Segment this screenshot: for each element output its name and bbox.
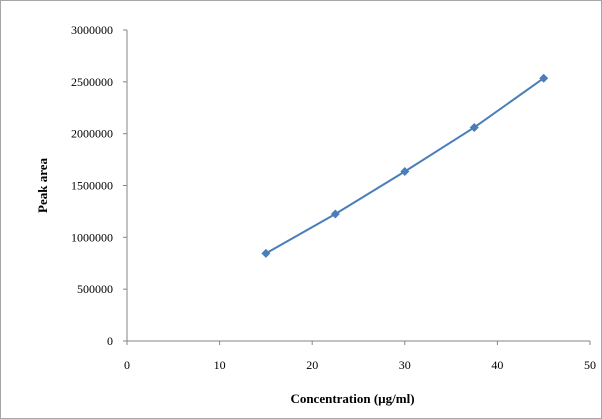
x-axis-title: Concentration (µg/ml) (290, 391, 414, 406)
data-point (261, 248, 271, 258)
y-tick-label: 3000000 (71, 23, 113, 37)
x-tick-label: 10 (214, 358, 226, 372)
x-tick-label: 0 (124, 358, 130, 372)
x-axis-ticks: 0 10 20 30 40 50 (124, 341, 596, 372)
y-tick-label: 2000000 (71, 127, 113, 141)
y-tick-label: 500000 (77, 282, 113, 296)
data-point (469, 122, 479, 132)
x-tick-label: 20 (306, 358, 318, 372)
data-point (330, 209, 340, 219)
y-axis-ticks: 0 500000 1000000 1500000 2000000 2500000 30000… (71, 23, 127, 348)
y-axis-title: Peak area (35, 158, 50, 213)
data-point (400, 167, 410, 177)
data-point (539, 73, 549, 83)
series-line (265, 77, 545, 255)
x-tick-label: 40 (491, 358, 503, 372)
x-tick-label: 30 (399, 358, 411, 372)
y-tick-label: 1500000 (71, 179, 113, 193)
series-layer (261, 73, 549, 258)
y-tick-label: 2500000 (71, 75, 113, 89)
x-tick-label: 50 (584, 358, 596, 372)
y-tick-label: 1000000 (71, 230, 113, 244)
y-tick-label: 0 (107, 334, 113, 348)
